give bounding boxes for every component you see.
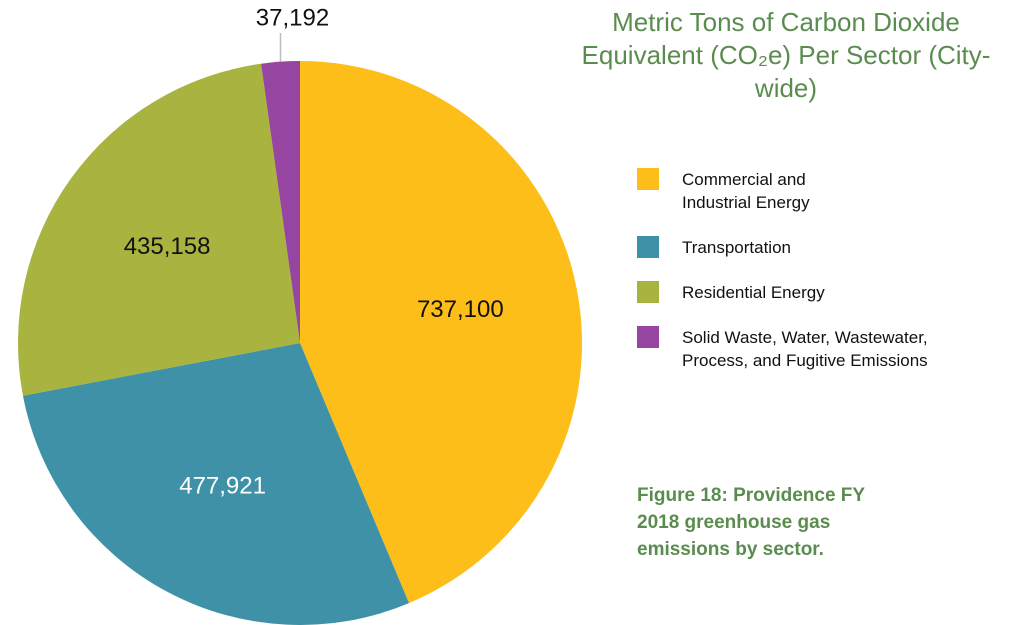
data-label: 477,921	[179, 472, 266, 499]
legend-item: Commercial and Industrial Energy	[637, 168, 932, 214]
legend: Commercial and Industrial Energy Transpor…	[637, 168, 932, 372]
legend-swatch	[637, 168, 659, 190]
chart-title: Metric Tons of Carbon Dioxide Equivalent…	[581, 7, 991, 103]
data-label: 37,192	[256, 4, 329, 31]
pie-slice	[22, 343, 410, 625]
legend-swatch	[637, 236, 659, 258]
legend-item: Solid Waste, Water, Wastewater, Process,…	[637, 326, 932, 372]
legend-label: Residential Energy	[682, 283, 825, 302]
pie-slice	[18, 63, 301, 396]
data-label: 737,100	[417, 296, 504, 323]
legend-swatch	[637, 326, 659, 348]
legend-item: Residential Energy	[637, 281, 932, 304]
pie-slice	[261, 61, 300, 343]
data-label: 435,158	[124, 233, 211, 260]
legend-label: Transportation	[682, 238, 791, 257]
pie-slice	[300, 61, 583, 604]
caption: Figure 18: Providence FY 2018 greenhouse…	[637, 485, 865, 560]
legend-swatch	[637, 281, 659, 303]
legend-label: Commercial and Industrial Energy	[682, 170, 810, 212]
legend-item: Transportation	[637, 236, 932, 259]
legend-label: Solid Waste, Water, Wastewater, Process,…	[682, 328, 928, 370]
